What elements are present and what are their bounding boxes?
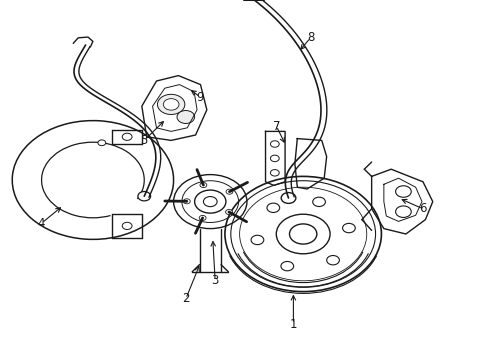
Circle shape [177, 111, 194, 123]
Circle shape [225, 189, 232, 194]
Circle shape [281, 261, 293, 271]
Circle shape [203, 197, 217, 207]
Text: 9: 9 [196, 91, 204, 104]
Text: 4: 4 [38, 217, 45, 230]
Circle shape [312, 197, 325, 207]
Text: 6: 6 [418, 202, 426, 215]
Text: 5: 5 [140, 134, 148, 147]
Circle shape [326, 256, 339, 265]
Circle shape [395, 206, 410, 217]
Circle shape [395, 186, 410, 197]
Circle shape [289, 224, 316, 244]
Text: 2: 2 [182, 292, 189, 305]
Circle shape [98, 140, 105, 146]
Circle shape [270, 141, 279, 147]
Circle shape [225, 210, 232, 215]
Circle shape [266, 203, 279, 212]
Circle shape [163, 99, 179, 110]
Circle shape [281, 193, 295, 203]
Circle shape [270, 155, 279, 162]
Text: 8: 8 [306, 31, 314, 44]
Text: 3: 3 [211, 274, 219, 287]
Circle shape [122, 133, 132, 140]
Circle shape [157, 94, 184, 114]
Circle shape [200, 183, 206, 188]
Circle shape [122, 222, 132, 230]
Circle shape [199, 215, 205, 220]
Text: 1: 1 [289, 318, 297, 330]
Circle shape [342, 224, 355, 233]
Circle shape [183, 199, 190, 204]
Circle shape [138, 192, 150, 201]
Circle shape [250, 235, 263, 244]
Text: 7: 7 [272, 120, 280, 132]
Circle shape [270, 170, 279, 176]
